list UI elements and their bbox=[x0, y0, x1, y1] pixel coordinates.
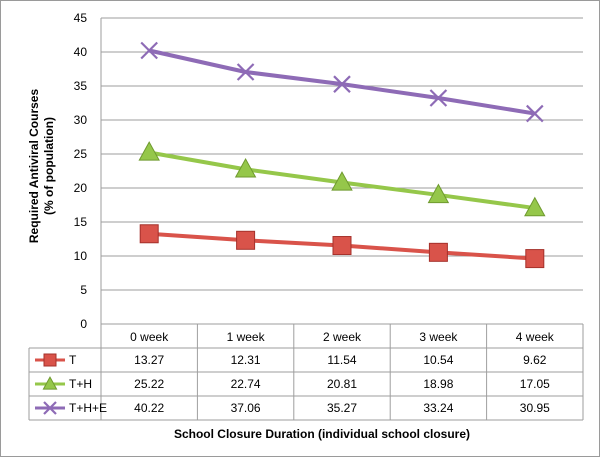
data-point bbox=[140, 41, 158, 60]
y-tick-label: 10 bbox=[74, 249, 88, 263]
table-cell-value: 33.24 bbox=[423, 401, 453, 415]
table-cell-value: 25.22 bbox=[134, 377, 164, 391]
data-point bbox=[332, 236, 352, 256]
y-tick-label: 0 bbox=[80, 317, 87, 331]
y-tick-label: 25 bbox=[74, 147, 88, 161]
data-point bbox=[236, 230, 256, 250]
legend-label: T+H bbox=[69, 377, 92, 391]
data-point bbox=[526, 104, 544, 123]
data-point bbox=[524, 196, 546, 217]
x-category-label: 2 week bbox=[323, 330, 362, 344]
data-point bbox=[525, 249, 545, 269]
y-axis-title-line1: Required Antiviral Courses bbox=[27, 89, 41, 244]
table-cell-value: 17.05 bbox=[520, 377, 550, 391]
legend-marker-square bbox=[43, 353, 57, 367]
x-category-label: 0 week bbox=[130, 330, 169, 344]
data-point bbox=[236, 63, 255, 81]
data-point bbox=[428, 242, 448, 262]
x-marker-stroke bbox=[333, 75, 351, 93]
y-tick-label: 30 bbox=[74, 113, 88, 127]
x-marker-stroke bbox=[43, 401, 57, 415]
data-point bbox=[138, 141, 160, 161]
series-line-t-h-e bbox=[148, 48, 536, 116]
table-cell-value: 9.62 bbox=[523, 353, 547, 367]
data-point bbox=[333, 75, 351, 93]
x-marker-stroke bbox=[140, 41, 158, 60]
y-tick-label: 45 bbox=[74, 11, 88, 25]
series-markers bbox=[138, 41, 546, 269]
y-tick-label: 5 bbox=[80, 283, 87, 297]
y-tick-labels: 0 5 10 15 20 25 30 35 40 45 bbox=[74, 11, 88, 331]
x-marker-stroke bbox=[526, 104, 544, 123]
table-cell-value: 22.74 bbox=[231, 377, 261, 391]
data-point bbox=[331, 171, 353, 191]
x-marker-stroke bbox=[429, 89, 448, 107]
legend-label: T+H+E bbox=[69, 401, 107, 415]
legend-label: T bbox=[69, 353, 77, 367]
table-cell-value: 13.27 bbox=[134, 353, 164, 367]
x-category-label: 3 week bbox=[419, 330, 458, 344]
x-category-label: 1 week bbox=[227, 330, 266, 344]
data-point bbox=[427, 183, 450, 204]
series-lines bbox=[148, 48, 536, 261]
legend-marker-triangle bbox=[42, 376, 58, 390]
table-cell-value: 37.06 bbox=[231, 401, 261, 415]
y-tick-label: 40 bbox=[74, 45, 88, 59]
x-axis-title: School Closure Duration (individual scho… bbox=[174, 427, 470, 441]
y-tick-label: 35 bbox=[74, 79, 88, 93]
y-axis-title-line2: (% of population) bbox=[42, 117, 56, 215]
data-table: 0 week 1 week 2 week 3 week 4 week T 13.27 12.3… bbox=[28, 324, 584, 421]
table-cell-value: 10.54 bbox=[423, 353, 453, 367]
x-marker-stroke bbox=[236, 63, 255, 81]
table-cell-value: 18.98 bbox=[423, 377, 453, 391]
legend-marker-x bbox=[43, 401, 57, 415]
data-point bbox=[234, 157, 257, 178]
table-cell-value: 30.95 bbox=[520, 401, 550, 415]
gridlines bbox=[100, 17, 583, 325]
data-point bbox=[429, 89, 448, 107]
table-cell-value: 11.54 bbox=[327, 353, 356, 367]
x-category-label: 4 week bbox=[516, 330, 555, 344]
y-tick-label: 15 bbox=[74, 215, 88, 229]
data-point bbox=[139, 224, 159, 244]
table-cell-value: 40.22 bbox=[134, 401, 164, 415]
y-tick-label: 20 bbox=[74, 181, 88, 195]
table-cell-value: 12.31 bbox=[231, 353, 261, 367]
table-cell-value: 20.81 bbox=[327, 377, 357, 391]
table-cell-value: 35.27 bbox=[327, 401, 357, 415]
